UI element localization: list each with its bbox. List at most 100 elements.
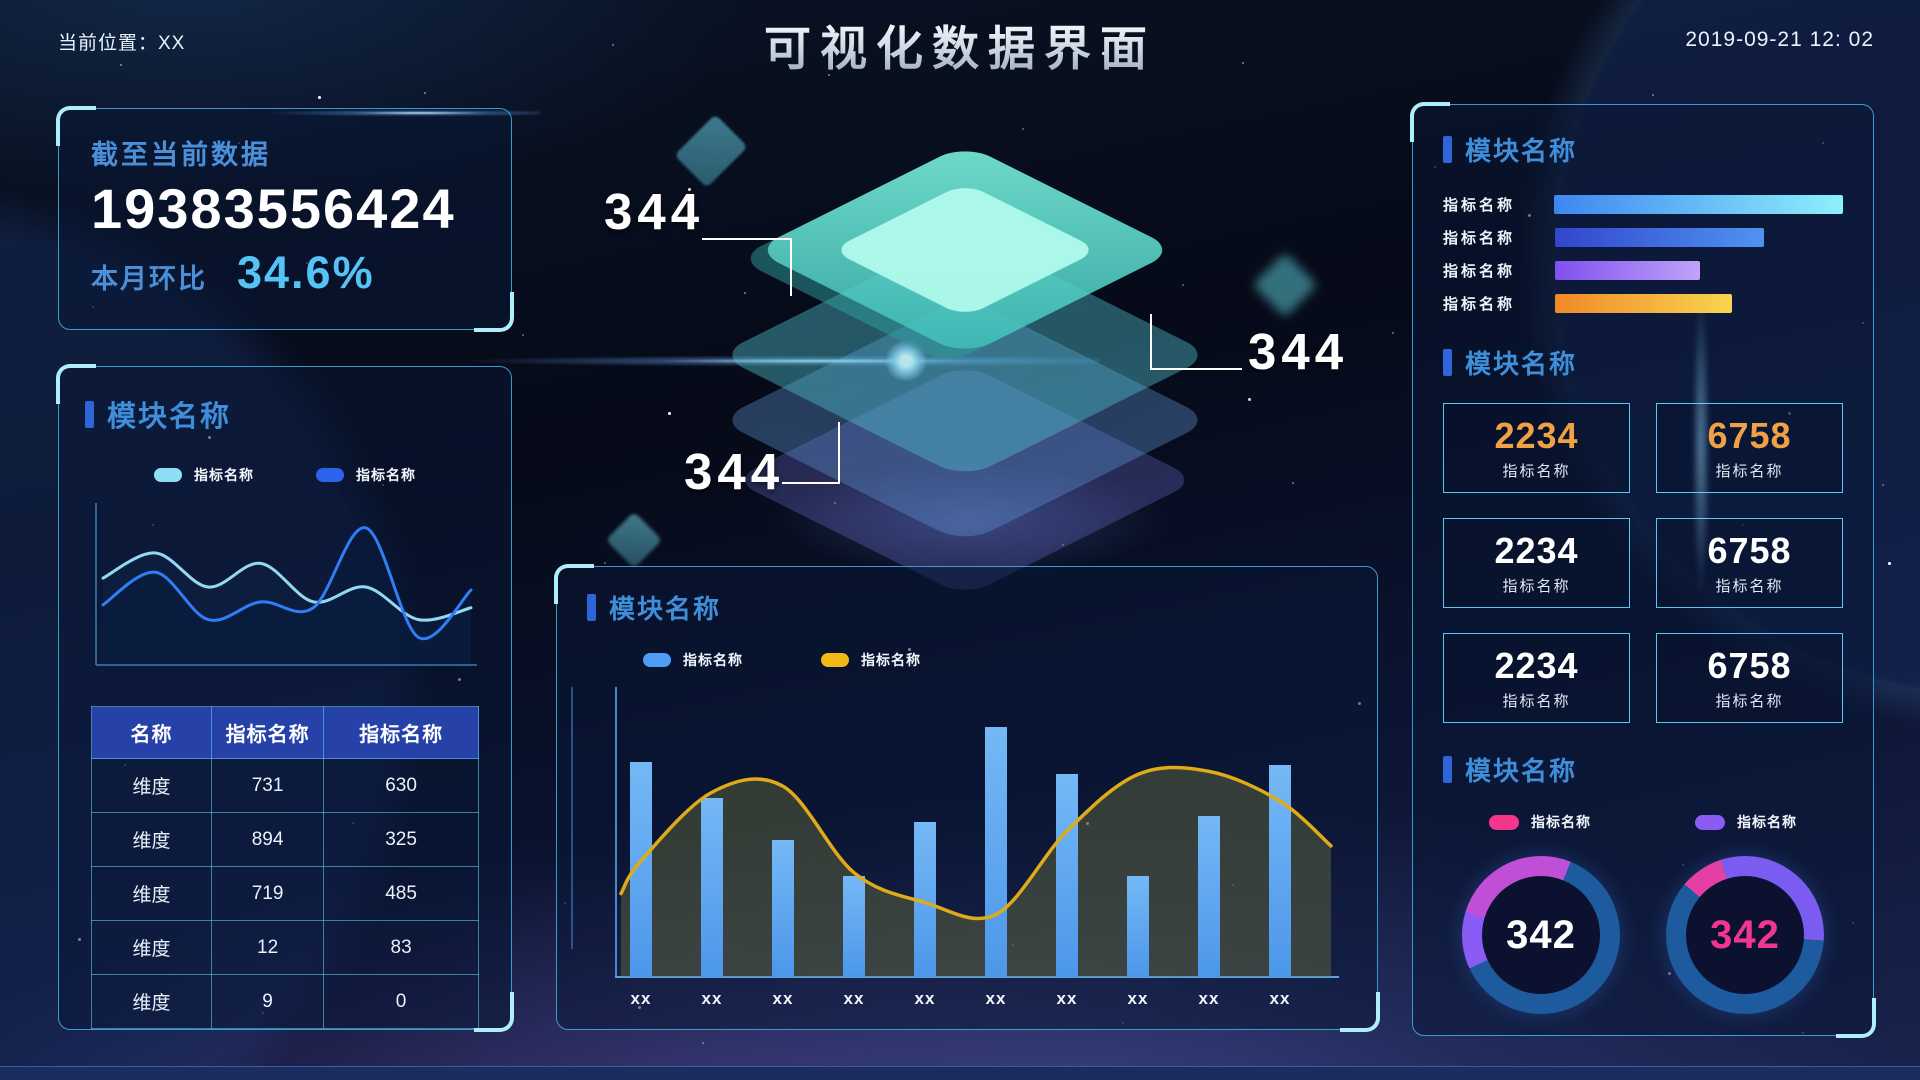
bar: [701, 798, 723, 977]
stat-value: 19383556424: [91, 177, 456, 240]
table-cell: 12: [210, 920, 325, 975]
donut-value: 342: [1710, 912, 1780, 957]
right-modules-panel: 模块名称 指标名称 指标名称 指标名称 指标名称 模块名称 2234 指标名称 6758 指…: [1410, 102, 1876, 1038]
stat-cards-grid: 2234 指标名称 6758 指标名称 2234 指标名称 6758 指标名称 2234 指标名称…: [1443, 403, 1843, 723]
x-axis-label: xx: [843, 989, 865, 1008]
table-row: 维度 731 630: [91, 758, 479, 813]
stat-card: 6758 指标名称: [1656, 403, 1843, 493]
hbar: [1555, 228, 1764, 247]
module-header: 模块名称: [85, 393, 485, 435]
legend-item: 指标名称: [316, 465, 416, 485]
starfield-bright: [0, 0, 3, 3]
legend-item: 指标名称: [1695, 812, 1797, 832]
legend-label: 指标名称: [1737, 814, 1797, 830]
line-chart: [91, 499, 485, 676]
table-header-cell: 指标名称: [323, 706, 479, 759]
stat-card-label: 指标名称: [1502, 578, 1571, 595]
legend-swatch-icon: [154, 468, 182, 482]
legend-item: 指标名称: [821, 650, 921, 670]
hbar-row: 指标名称: [1443, 221, 1843, 254]
table-cell: 0: [323, 974, 479, 1029]
callout-value-right: 344: [1248, 323, 1349, 380]
hbar-label: 指标名称: [1443, 197, 1516, 214]
x-axis-label: xx: [630, 989, 652, 1008]
bar: [630, 762, 652, 977]
hbar: [1555, 294, 1732, 313]
table-cell: 83: [323, 920, 479, 975]
table-cell: 325: [323, 812, 479, 867]
decorative-line: [571, 687, 573, 949]
hbar-label: 指标名称: [1443, 296, 1516, 313]
ratio-value: 34.6%: [237, 247, 375, 298]
stat-card-label: 指标名称: [1715, 693, 1784, 710]
table-cell: 维度: [91, 812, 212, 867]
bar: [843, 875, 865, 977]
table-header-row: 名称 指标名称 指标名称: [91, 706, 479, 759]
x-axis-label: xx: [985, 989, 1007, 1008]
header-bar-icon: [1443, 136, 1452, 163]
callout-line: [838, 422, 840, 484]
module-title: 模块名称: [107, 401, 232, 433]
donut-charts: 342 342: [1443, 856, 1843, 1014]
module-header: 模块名称: [587, 589, 1347, 626]
stat-card: 2234 指标名称: [1443, 403, 1630, 493]
floating-cube-decoration: [674, 114, 748, 188]
donut-chart: 342: [1666, 856, 1824, 1014]
stat-card: 2234 指标名称: [1443, 518, 1630, 608]
stat-card-value: 2234: [1494, 645, 1579, 686]
header-bar-icon: [1443, 756, 1452, 783]
stack-layer-1-inner: [830, 182, 1100, 318]
legend-label: 指标名称: [861, 652, 921, 668]
header-bar-icon: [587, 594, 596, 621]
line-chart-legend: 指标名称 指标名称: [85, 465, 485, 485]
module-header: 模块名称: [1443, 344, 1843, 381]
callout-value-bottom: 344: [684, 443, 785, 500]
donut-chart: 342: [1462, 856, 1620, 1014]
hbar-label: 指标名称: [1443, 263, 1516, 280]
table-cell: 719: [210, 866, 325, 921]
header-bar-icon: [1443, 349, 1452, 376]
datetime: 2019-09-21 12: 02: [1685, 28, 1874, 51]
bar-chart-legend: 指标名称 指标名称: [643, 650, 1347, 670]
bar: [772, 839, 794, 977]
stat-card-label: 指标名称: [1715, 463, 1784, 480]
table-cell: 9: [210, 974, 325, 1029]
hbar-label: 指标名称: [1443, 230, 1516, 247]
ratio-row: 本月环比 34.6%: [91, 247, 479, 299]
legend-swatch-icon: [1695, 814, 1725, 830]
light-beam-decoration: [1688, 230, 1714, 660]
table-header-cell: 指标名称: [210, 706, 325, 759]
x-axis-label: xx: [772, 989, 794, 1008]
callout-line: [1150, 314, 1152, 370]
legend-label: 指标名称: [356, 467, 416, 483]
donut-value: 342: [1506, 912, 1576, 957]
table-cell: 维度: [91, 920, 212, 975]
legend-label: 指标名称: [194, 467, 254, 483]
x-axis-label: xx: [1056, 989, 1078, 1008]
stat-card-value: 6758: [1707, 645, 1792, 686]
bar-chart-module-panel: 模块名称 指标名称 指标名称 xx xx xx xx xx xx xx xx xx xx: [554, 564, 1380, 1032]
donut-hole: 342: [1686, 876, 1804, 994]
bar: [1269, 765, 1291, 977]
y-axis: [615, 687, 617, 977]
callout-line: [790, 238, 792, 296]
hbar-row: 指标名称: [1443, 188, 1843, 221]
x-axis: [615, 976, 1339, 978]
legend-item: 指标名称: [154, 465, 254, 485]
table-row: 维度 719 485: [91, 866, 479, 921]
table-row: 维度 9 0: [91, 974, 479, 1029]
stat-card-label: 指标名称: [1715, 578, 1784, 595]
callout-line: [1150, 368, 1242, 370]
x-axis-label: xx: [1269, 989, 1291, 1008]
table-cell: 维度: [91, 974, 212, 1029]
module-title: 模块名称: [609, 594, 722, 624]
table-header-cell: 名称: [91, 706, 212, 759]
floating-cube-decoration: [1252, 252, 1318, 318]
ratio-label: 本月环比: [91, 264, 207, 294]
stat-card: 6758 指标名称: [1656, 633, 1843, 723]
floating-cube-decoration: [605, 511, 663, 569]
bar: [1056, 774, 1078, 977]
hbar: [1554, 195, 1843, 214]
bar: [985, 726, 1007, 977]
